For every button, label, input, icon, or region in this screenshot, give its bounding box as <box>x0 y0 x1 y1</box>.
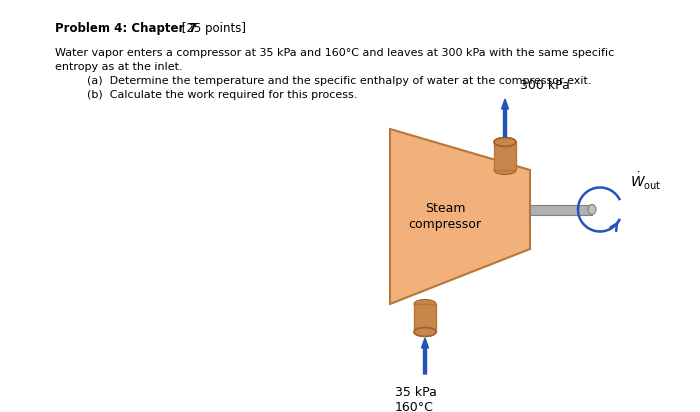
Text: [25 points]: [25 points] <box>178 22 246 35</box>
Text: $\dot{W}_\mathrm{out}$: $\dot{W}_\mathrm{out}$ <box>630 171 662 192</box>
Text: (a)  Determine the temperature and the specific enthalpy of water at the compres: (a) Determine the temperature and the sp… <box>73 76 592 86</box>
Text: 300 kPa: 300 kPa <box>520 79 570 92</box>
Text: 35 kPa: 35 kPa <box>395 386 437 399</box>
Ellipse shape <box>494 166 516 175</box>
Text: Problem 4: Chapter 7: Problem 4: Chapter 7 <box>55 22 197 35</box>
Bar <box>414 304 436 332</box>
Bar <box>530 204 592 215</box>
Text: (b)  Calculate the work required for this process.: (b) Calculate the work required for this… <box>73 89 358 100</box>
Text: Steam: Steam <box>425 202 466 215</box>
Bar <box>494 142 516 170</box>
Text: 160°C: 160°C <box>395 401 434 412</box>
Text: entropy as at the inlet.: entropy as at the inlet. <box>55 61 183 72</box>
Ellipse shape <box>494 138 516 147</box>
Text: Water vapor enters a compressor at 35 kPa and 160°C and leaves at 300 kPa with t: Water vapor enters a compressor at 35 kP… <box>55 48 615 58</box>
Ellipse shape <box>588 204 596 215</box>
FancyArrow shape <box>421 338 428 374</box>
Ellipse shape <box>414 300 436 309</box>
Ellipse shape <box>414 328 436 337</box>
Text: compressor: compressor <box>409 218 482 231</box>
Polygon shape <box>390 129 530 304</box>
FancyArrow shape <box>501 99 508 137</box>
